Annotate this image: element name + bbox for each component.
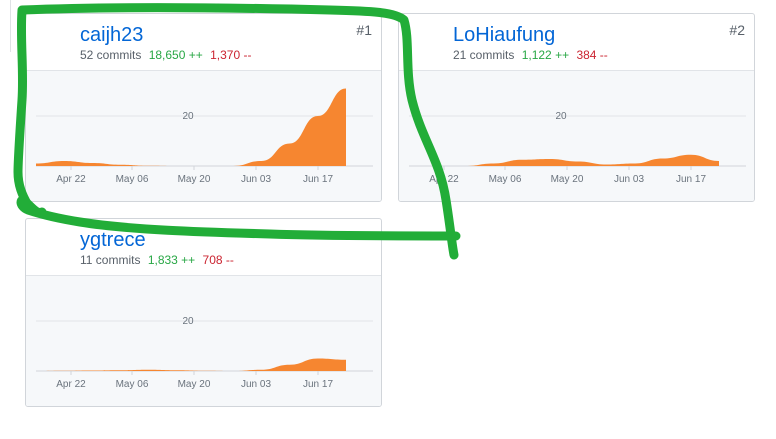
additions-count: 1,833 ++ <box>147 253 196 267</box>
chart-gridline-label: 20 <box>555 111 567 122</box>
chart-x-tick-label: May 20 <box>551 174 584 185</box>
contribution-chart-svg: 20 Apr 22 May 06 May 20 Jun 03 Jun 17 <box>36 88 373 185</box>
commit-count: 52 commits <box>80 48 142 62</box>
chart-gridline-label: 20 <box>182 316 194 327</box>
contributor-card: ygtrece 11 commits 1,833 ++ 708 -- 20 Apr… <box>25 218 382 407</box>
contributor-username-link[interactable]: caijh23 <box>80 24 144 46</box>
chart-x-tick-label: Jun 17 <box>303 174 333 185</box>
commit-count: 21 commits <box>453 48 515 62</box>
chart-x-tick-label: Jun 03 <box>241 174 271 185</box>
additions-count: 1,122 ++ <box>521 48 570 62</box>
card-header: caijh23 #1 52 commits 18,650 ++ 1,370 -- <box>26 14 381 71</box>
chart-x-tick-label: May 06 <box>489 174 522 185</box>
contribution-chart: 20 Apr 22 May 06 May 20 Jun 03 Jun 17 <box>26 276 381 406</box>
contribution-chart-svg: 20 Apr 22 May 06 May 20 Jun 03 Jun 17 <box>36 316 373 390</box>
card-header: LoHiaufung #2 21 commits 1,122 ++ 384 -- <box>399 14 754 71</box>
contributor-stats: 11 commits 1,833 ++ 708 -- <box>80 253 234 267</box>
contribution-chart: 20 Apr 22 May 06 May 20 Jun 03 Jun 17 <box>26 71 381 201</box>
deletions-count: 1,370 -- <box>210 48 252 62</box>
contributor-card: LoHiaufung #2 21 commits 1,122 ++ 384 --… <box>398 13 755 202</box>
deletions-count: 384 -- <box>576 48 608 62</box>
chart-x-tick-label: May 06 <box>116 379 149 390</box>
contribution-chart: 20 Apr 22 May 06 May 20 Jun 03 Jun 17 <box>399 71 754 201</box>
chart-x-tick-label: Apr 22 <box>56 379 86 390</box>
chart-x-tick-label: Jun 03 <box>241 379 271 390</box>
contributor-username-link[interactable]: ygtrece <box>80 229 146 251</box>
contributor-rank: #1 <box>356 22 372 38</box>
chart-x-tick-label: Apr 22 <box>56 174 86 185</box>
chart-x-tick-label: May 20 <box>178 174 211 185</box>
contributor-stats: 52 commits 18,650 ++ 1,370 -- <box>80 48 251 62</box>
additions-count: 18,650 ++ <box>148 48 203 62</box>
contributor-username-link[interactable]: LoHiaufung <box>453 24 556 46</box>
chart-gridline-label: 20 <box>182 111 194 122</box>
contributor-card: caijh23 #1 52 commits 18,650 ++ 1,370 --… <box>25 13 382 202</box>
contributor-stats: 21 commits 1,122 ++ 384 -- <box>453 48 608 62</box>
contribution-area <box>409 154 719 166</box>
deletions-count: 708 -- <box>202 253 234 267</box>
chart-x-tick-label: May 20 <box>178 379 211 390</box>
contribution-chart-svg: 20 Apr 22 May 06 May 20 Jun 03 Jun 17 <box>409 111 746 185</box>
page-left-edge <box>0 0 11 52</box>
chart-x-tick-label: May 06 <box>116 174 149 185</box>
card-header: ygtrece 11 commits 1,833 ++ 708 -- <box>26 219 381 276</box>
chart-x-tick-label: Jun 03 <box>614 174 644 185</box>
commit-count: 11 commits <box>80 253 141 267</box>
chart-x-tick-label: Jun 17 <box>676 174 706 185</box>
contributor-rank: #2 <box>729 22 745 38</box>
chart-x-tick-label: Jun 17 <box>303 379 333 390</box>
chart-x-tick-label: Apr 22 <box>429 174 459 185</box>
contribution-area <box>36 358 346 371</box>
contribution-area <box>36 88 346 166</box>
